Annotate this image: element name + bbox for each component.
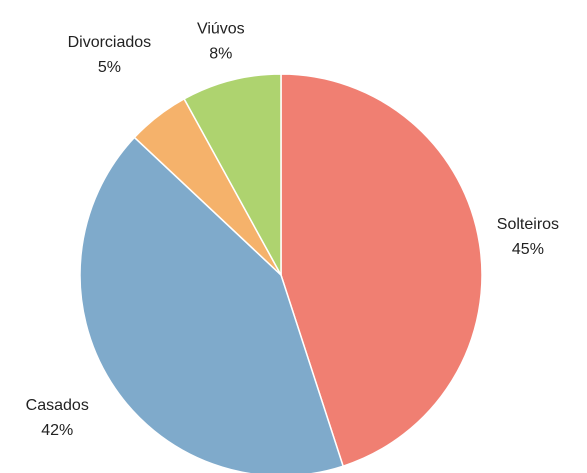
- pie-slice: [183, 73, 282, 276]
- value-label: 42%: [41, 422, 73, 439]
- pie-slice: [280, 73, 483, 468]
- value-label: 5%: [98, 59, 121, 76]
- labels: Solteiros 45% Casados 42% Divorciados 5% Viúvo…: [26, 21, 559, 439]
- pie: [79, 73, 483, 473]
- category-label: Solteiros: [497, 216, 559, 233]
- slice-label: Viúvos 8%: [197, 21, 245, 63]
- slice-label: Divorciados 5%: [68, 34, 152, 76]
- value-label: 45%: [512, 241, 544, 258]
- value-label: 8%: [209, 46, 232, 63]
- category-label: Casados: [26, 397, 89, 414]
- slice-label: Casados 42%: [26, 397, 89, 439]
- slice-label: Solteiros 45%: [497, 216, 559, 258]
- pie-slice: [79, 136, 345, 473]
- category-label: Viúvos: [197, 21, 245, 38]
- category-label: Divorciados: [68, 34, 152, 51]
